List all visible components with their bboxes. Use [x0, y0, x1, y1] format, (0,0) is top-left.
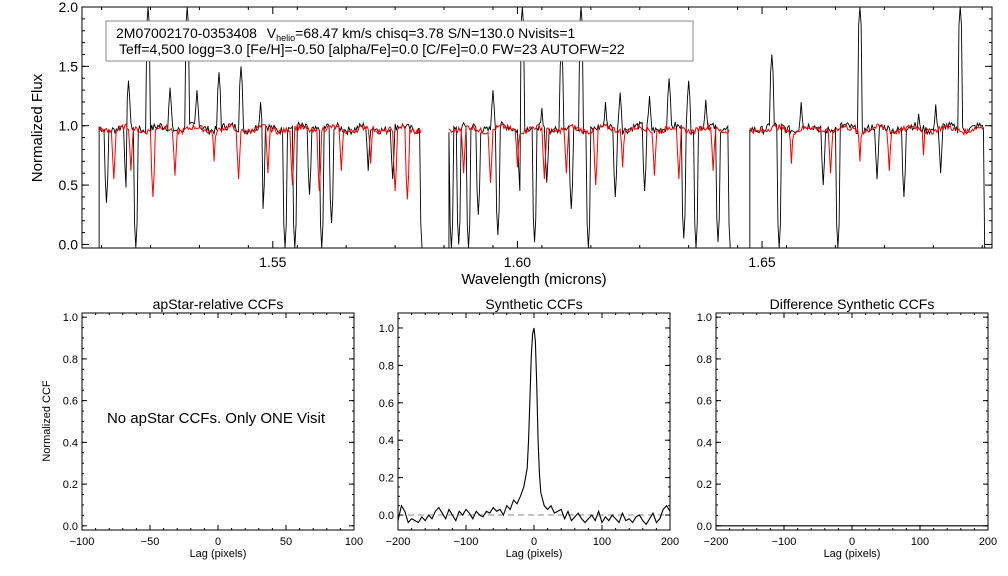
x-tick-label: 1.60 — [504, 254, 531, 270]
model-spectrum-chip-2 — [448, 122, 730, 186]
y-tick-label: 1.0 — [379, 323, 394, 335]
y-tick-label: 1.5 — [59, 58, 79, 74]
spectrum-x-axis-label: Wavelength (microns) — [461, 271, 606, 288]
x-tick-label: 200 — [979, 536, 997, 548]
apstar-ccf-panel: −100 −50 0 50 100 0.0 0.2 0.4 0.6 0.8 1.0 apStar-r… — [41, 296, 363, 560]
x-tick-label: 100 — [911, 536, 929, 548]
x-tick-label: 0 — [849, 536, 855, 548]
synthetic-ccf-x-axis-label: Lag (pixels) — [506, 548, 563, 560]
difference-ccf-plot-frame — [715, 312, 989, 531]
observed-spectrum-chip-3 — [749, 6, 986, 249]
spectrum-y-axis-label: Normalized Flux — [29, 73, 46, 182]
difference-ccf-title: Difference Synthetic CCFs — [770, 296, 935, 312]
y-tick-label: 0.8 — [63, 354, 78, 366]
difference-ccf-x-axis-label: Lag (pixels) — [824, 548, 881, 560]
x-tick-label: −200 — [386, 536, 411, 548]
y-tick-label: 0.8 — [379, 360, 394, 372]
y-tick-label: 1.0 — [63, 312, 78, 324]
synthetic-ccf-series — [397, 327, 671, 526]
x-tick-label: 100 — [345, 536, 363, 548]
x-tick-label: −100 — [772, 536, 797, 548]
model-spectrum-chip-3 — [749, 123, 984, 174]
x-tick-label: 1.55 — [259, 254, 286, 270]
x-tick-label: 200 — [661, 536, 679, 548]
x-tick-label: −100 — [70, 536, 95, 548]
y-tick-label: 2.0 — [59, 0, 79, 15]
synthetic-ccf-title: Synthetic CCFs — [485, 296, 582, 312]
info-star-id: 2M07002170-0353408 — [116, 25, 257, 41]
observed-spectrum-chip-2 — [448, 6, 731, 249]
synthetic-ccf-line — [397, 327, 671, 526]
y-tick-label: 0.0 — [63, 521, 78, 533]
synthetic-ccf-panel: −200 −100 0 100 200 0.0 0.2 0.4 0.6 0.8 1.0 Synthe… — [379, 296, 679, 560]
y-tick-label: 0.0 — [697, 521, 712, 533]
info-line1-rest: =68.47 km/s chisq=3.78 S/N=130.0 Nvisits… — [295, 25, 575, 41]
synthetic-ccf-ticks: −200 −100 0 100 200 0.0 0.2 0.4 0.6 0.8 1.0 — [379, 313, 679, 548]
y-tick-label: 0.2 — [697, 479, 712, 491]
y-tick-label: 0.4 — [379, 435, 394, 447]
spectrum-black-series — [98, 6, 986, 249]
y-tick-label: 0.2 — [63, 479, 78, 491]
x-tick-label: 50 — [280, 536, 292, 548]
x-tick-label: −50 — [141, 536, 160, 548]
difference-ccf-panel: −200 −100 0 100 200 0.0 0.2 0.4 0.6 0.8 1.0 Differ… — [697, 296, 997, 560]
y-tick-label: 0.4 — [63, 437, 78, 449]
y-tick-label: 0.4 — [697, 437, 712, 449]
info-box-line1: 2M07002170-0353408 Vhelio=68.47 km/s chi… — [116, 25, 576, 43]
observed-spectrum-chip-1 — [98, 6, 423, 249]
y-tick-label: 0.6 — [379, 398, 394, 410]
synthetic-ccf-plot-frame — [397, 312, 671, 531]
info-box-frame — [105, 20, 694, 62]
x-tick-label: 0 — [531, 536, 537, 548]
y-tick-label: 0.0 — [59, 236, 79, 252]
apstar-ccf-x-axis-label: Lag (pixels) — [190, 548, 247, 560]
y-tick-label: 1.0 — [59, 118, 79, 134]
spectrum-plot-frame — [81, 6, 993, 249]
info-vhelio-v: V — [267, 25, 277, 41]
y-tick-label: 0.6 — [697, 396, 712, 408]
y-tick-label: 0.2 — [379, 473, 394, 485]
model-spectrum-chip-1 — [98, 123, 422, 200]
info-box-line2: Teff=4,500 logg=3.0 [Fe/H]=-0.50 [alpha/… — [119, 41, 625, 57]
spectrum-ticks: 1.55 1.60 1.65 0.0 0.5 1.0 1.5 2.0 — [59, 0, 992, 270]
apstar-ccf-title: apStar-relative CCFs — [153, 296, 284, 312]
spectrum-panel: 1.55 1.60 1.65 0.0 0.5 1.0 1.5 2.0 2M07002170-0… — [29, 0, 993, 288]
x-tick-label: −200 — [704, 536, 729, 548]
y-tick-label: 0.0 — [379, 510, 394, 522]
x-tick-label: −100 — [454, 536, 479, 548]
y-tick-label: 0.6 — [63, 396, 78, 408]
difference-ccf-ticks: −200 −100 0 100 200 0.0 0.2 0.4 0.6 0.8 1.0 — [697, 312, 997, 548]
x-tick-label: 100 — [593, 536, 611, 548]
y-tick-label: 0.8 — [697, 354, 712, 366]
apstar-ccf-ticks: −100 −50 0 50 100 0.0 0.2 0.4 0.6 0.8 1.0 — [63, 312, 363, 548]
info-vhelio-sub: helio — [276, 33, 295, 43]
spectrum-red-series — [98, 122, 984, 200]
y-tick-label: 0.5 — [59, 177, 79, 193]
apstar-ccf-y-axis-label: Normalized CCF — [41, 380, 53, 462]
y-tick-label: 1.0 — [697, 312, 712, 324]
apstar-ccf-annotation: No apStar CCFs. Only ONE Visit — [107, 410, 326, 427]
x-tick-label: 0 — [215, 536, 221, 548]
x-tick-label: 1.65 — [748, 254, 775, 270]
info-box: 2M07002170-0353408 Vhelio=68.47 km/s chi… — [105, 20, 694, 62]
